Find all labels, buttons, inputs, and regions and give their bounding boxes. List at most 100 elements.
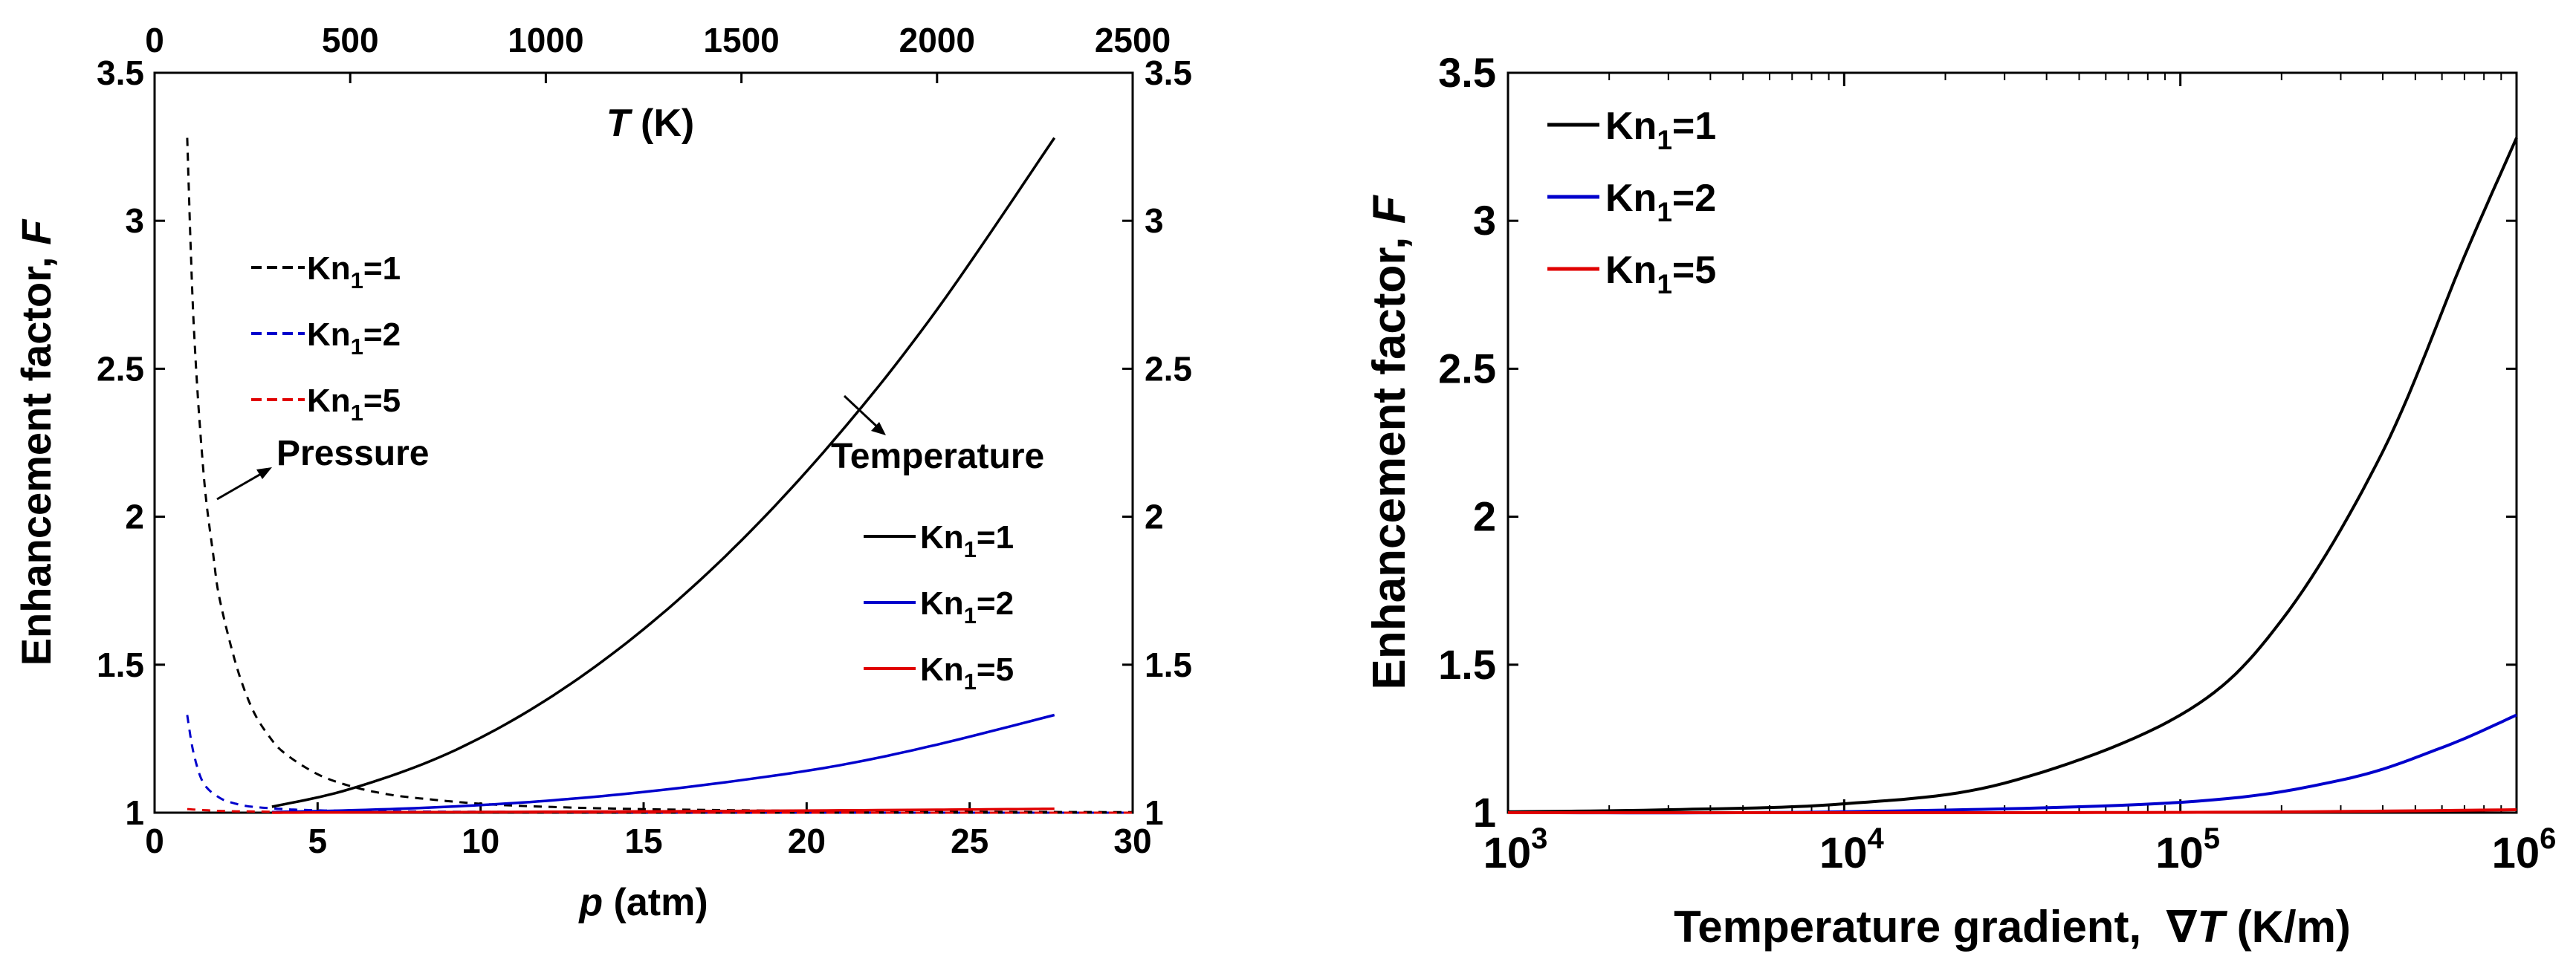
left-y-tick-label: 2 xyxy=(125,498,144,536)
temperature-series-line-3 xyxy=(271,807,1055,814)
left-x-axis-var: p xyxy=(577,881,603,924)
right-x-tick-base: 10 xyxy=(2492,829,2540,877)
left-top-axis-unit: (K) xyxy=(630,102,695,145)
temperature-legend-text: Kn xyxy=(920,585,964,622)
right-y-axis-label: Enhancement factor, F xyxy=(1364,194,1415,689)
right-y-tick-label: 2.5 xyxy=(1438,345,1496,391)
left-y-tick-label: 3 xyxy=(125,201,144,240)
pressure-legend-label-2: Kn1=2 xyxy=(307,316,401,360)
left-bottom-tick-label: 20 xyxy=(788,822,826,860)
right-legend-suffix: =1 xyxy=(1672,105,1716,148)
right-plot-frame xyxy=(1507,71,2518,814)
right-x-axis-unit: (K/m) xyxy=(2224,902,2351,952)
left-bottom-tick-label: 10 xyxy=(462,822,499,860)
right-x-axis-text: Temperature gradient, ∇ xyxy=(1674,902,2197,952)
temperature-legend-label-3: Kn1=5 xyxy=(920,651,1014,695)
left-top-tick-label: 2500 xyxy=(1095,21,1171,59)
left-y-axis-text: Enhancement factor, xyxy=(13,245,59,666)
right-legend-label-1: Kn1=1 xyxy=(1605,105,1716,155)
left-x-axis-unit: (atm) xyxy=(603,881,708,924)
temperature-legend-label-1: Kn1=1 xyxy=(920,519,1014,562)
right-legend-sub: 1 xyxy=(1657,269,1672,299)
right-legend-suffix: =5 xyxy=(1672,249,1716,292)
left-y2-tick-label: 3 xyxy=(1145,201,1164,240)
pressure-series-line-1 xyxy=(186,137,1133,813)
pressure-legend-sub: 1 xyxy=(351,334,363,360)
temperature-legend-suffix: =5 xyxy=(977,651,1014,688)
left-bottom-tick-label: 30 xyxy=(1113,822,1151,860)
left-top-axis-var: T xyxy=(606,102,633,145)
left-y2-tick-label: 3.5 xyxy=(1145,53,1192,92)
left-y-tick-label: 1 xyxy=(125,793,144,832)
temperature-legend-label-2: Kn1=2 xyxy=(920,585,1014,628)
left-top-tick-label: 1500 xyxy=(703,21,779,59)
left-top-tick-label: 500 xyxy=(322,21,379,59)
left-top-tick-label: 2000 xyxy=(899,21,975,59)
temperature-legend-sub: 1 xyxy=(964,602,977,628)
right-y-tick-label: 2 xyxy=(1473,493,1496,540)
left-bottom-tick-label: 15 xyxy=(624,822,662,860)
right-legend-text: Kn xyxy=(1605,105,1657,148)
right-legend-text: Kn xyxy=(1605,177,1657,220)
temperature-series-line-1 xyxy=(271,137,1056,808)
right-x-tick-exponent: 3 xyxy=(1531,822,1547,855)
left-top-tick-label: 0 xyxy=(145,21,164,59)
right-legend-label-2: Kn1=2 xyxy=(1605,177,1716,227)
pressure-series-line-2 xyxy=(186,715,1133,814)
right-x-tick-label: 105 xyxy=(2155,822,2220,877)
pressure-legend-label-3: Kn1=5 xyxy=(307,383,401,426)
temperature-arrow-head xyxy=(871,422,886,435)
right-legend-suffix: =2 xyxy=(1672,177,1716,220)
left-y2-tick-label: 2.5 xyxy=(1145,349,1192,388)
temperature-legend-suffix: =1 xyxy=(977,519,1014,556)
left-top-axis-label: T (K) xyxy=(606,102,694,145)
left-y2-tick-label: 2 xyxy=(1145,498,1164,536)
right-x-tick-exponent: 4 xyxy=(1867,822,1884,855)
left-y-tick-label: 1.5 xyxy=(97,646,144,684)
right-legend-text: Kn xyxy=(1605,249,1657,292)
temperature-series-line-2 xyxy=(271,713,1055,813)
left-y-tick-label: 2.5 xyxy=(97,349,144,388)
pressure-legend-text: Kn xyxy=(307,383,351,419)
pressure-series-line-3 xyxy=(187,807,1133,814)
right-x-axis-var: T xyxy=(2197,902,2227,952)
temperature-annotation: Temperature xyxy=(831,437,1044,476)
right-series-line-2 xyxy=(1508,713,2517,815)
right-x-tick-base: 10 xyxy=(1819,829,1868,877)
left-y-axis-label: Enhancement factor, F xyxy=(13,218,59,666)
right-x-tick-label: 103 xyxy=(1483,822,1548,877)
right-y-tick-label: 3.5 xyxy=(1438,49,1496,96)
left-bottom-tick-label: 25 xyxy=(951,822,988,860)
temperature-legend-sub: 1 xyxy=(964,669,977,695)
right-x-tick-base: 10 xyxy=(1483,829,1532,877)
pressure-legend-text: Kn xyxy=(307,316,351,353)
right-legend-label-3: Kn1=5 xyxy=(1605,249,1716,299)
temperature-legend-suffix: =2 xyxy=(977,585,1014,622)
right-x-tick-exponent: 6 xyxy=(2540,822,2556,855)
right-x-axis-label: Temperature gradient, ∇T (K/m) xyxy=(1674,902,2351,952)
right-legend-sub: 1 xyxy=(1657,197,1672,227)
pressure-arrow-shaft xyxy=(216,469,267,501)
pressure-arrow-head xyxy=(256,467,272,479)
right-x-tick-exponent: 5 xyxy=(2204,822,2220,855)
right-x-tick-label: 106 xyxy=(2492,822,2557,877)
left-y-axis-var: F xyxy=(13,218,59,245)
right-y-axis-var: F xyxy=(1364,194,1415,224)
pressure-annotation: Pressure xyxy=(276,434,429,473)
temperature-legend-text: Kn xyxy=(920,651,964,688)
temperature-legend-sub: 1 xyxy=(964,536,977,562)
left-y2-tick-label: 1.5 xyxy=(1145,646,1192,684)
pressure-legend-suffix: =5 xyxy=(363,383,401,419)
pressure-legend-suffix: =1 xyxy=(363,250,401,287)
right-series-line-1 xyxy=(1507,137,2518,813)
temperature-arrow-shaft xyxy=(843,394,881,431)
right-x-tick-label: 104 xyxy=(1819,822,1885,877)
left-bottom-tick-label: 5 xyxy=(308,822,328,860)
right-series-line-3 xyxy=(1508,808,2517,814)
left-bottom-tick-label: 0 xyxy=(145,822,164,860)
left-y-tick-label: 3.5 xyxy=(97,53,144,92)
pressure-legend-sub: 1 xyxy=(351,267,363,293)
right-legend-sub: 1 xyxy=(1657,125,1672,155)
